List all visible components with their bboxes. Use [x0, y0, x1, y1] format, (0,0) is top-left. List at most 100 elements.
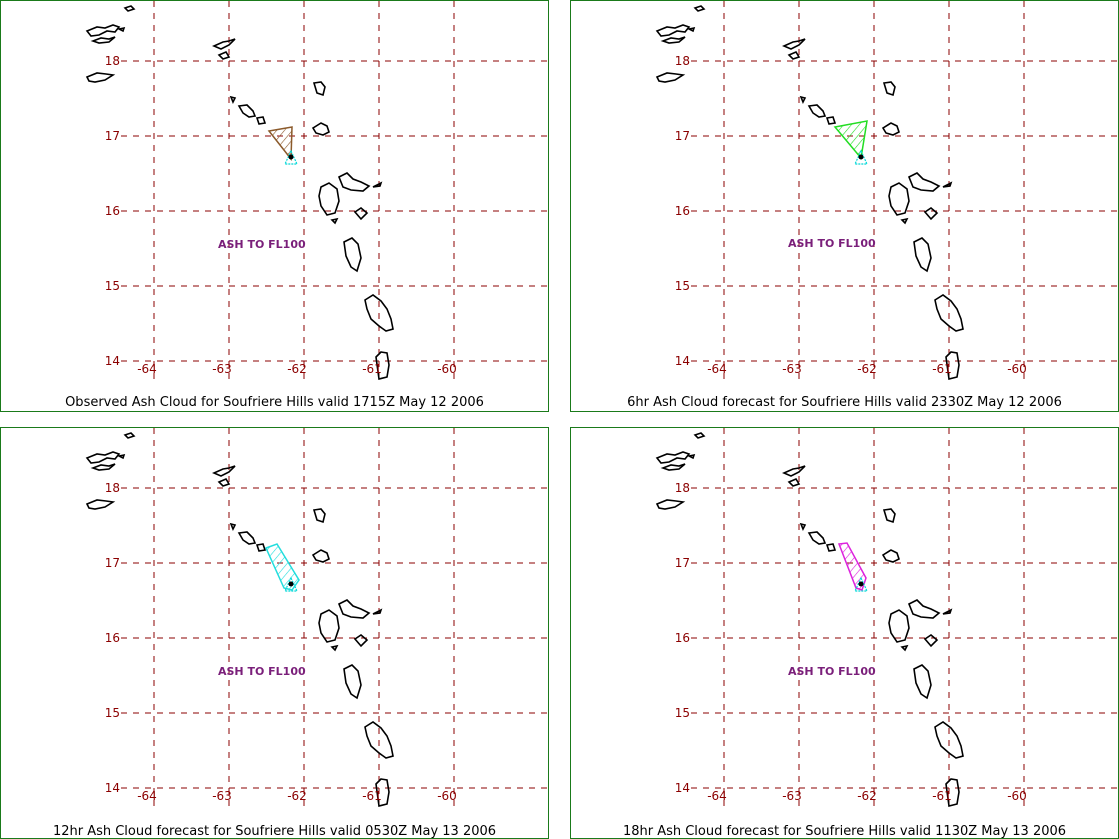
island-outline [237, 531, 257, 545]
latitude-tick-label: 17 [675, 129, 690, 143]
latitude-tick-label: 16 [105, 204, 120, 218]
longitude-tick-label: -60 [437, 789, 457, 803]
island-outline [660, 463, 686, 471]
latitude-tick-label: 18 [675, 481, 690, 495]
island-outline [123, 5, 136, 12]
panel-caption: 6hr Ash Cloud forecast for Soufriere Hil… [627, 395, 1062, 410]
panel-caption: 12hr Ash Cloud forecast for Soufriere Hi… [52, 824, 497, 839]
longitude-tick-label: -63 [782, 789, 802, 803]
island-outline [212, 38, 236, 50]
ash-cloud-polygon [833, 120, 868, 160]
island-outline [686, 26, 696, 33]
island-outline [318, 182, 340, 216]
ash-label: ASH TO FL100 [218, 665, 306, 678]
island-outline [123, 432, 136, 439]
longitude-tick-label: -64 [707, 789, 727, 803]
island-outline [900, 217, 909, 225]
longitude-tick-label: -62 [287, 789, 307, 803]
island-outline [934, 294, 964, 332]
island-outline [85, 24, 121, 37]
island-outline [318, 609, 340, 643]
latitude-tick-label: 18 [105, 481, 120, 495]
volcano-marker-icon [284, 149, 298, 165]
island-outline [923, 207, 939, 221]
island-outline [217, 477, 231, 487]
island-outline [945, 778, 960, 807]
island-outline [311, 122, 330, 136]
latitude-tick-label: 16 [675, 631, 690, 645]
latitude-tick-label: 15 [675, 706, 690, 720]
island-outline [900, 644, 909, 652]
longitude-tick-label: -61 [932, 789, 952, 803]
island-outline [90, 463, 116, 471]
island-outline [655, 499, 686, 510]
island-outline [807, 104, 827, 118]
island-outline [337, 172, 371, 192]
island-outline [330, 217, 339, 225]
island-outline [343, 237, 362, 273]
map-canvas: -64 -63 -62 -61 -60 18 17 16 15 14 [655, 1, 1118, 381]
map-canvas: -64 -63 -62 -61 -60 18 17 16 15 14 [85, 1, 548, 381]
map-panel-observed: -64 -63 -62 -61 -60 18 17 16 15 14 ASH TO FL100 O… [0, 0, 549, 412]
longitude-tick-label: -60 [1007, 789, 1027, 803]
island-outline [375, 778, 390, 807]
longitude-tick-label: -60 [1007, 362, 1027, 376]
volcano-vent-icon [288, 154, 294, 160]
island-outline [913, 237, 932, 273]
longitude-tick-label: -63 [782, 362, 802, 376]
longitude-tick-label: -63 [212, 362, 232, 376]
island-outline [85, 72, 116, 83]
longitude-tick-label: -61 [362, 362, 382, 376]
island-outline [888, 182, 910, 216]
volcano-marker-icon [284, 576, 298, 592]
ash-cloud-polygon [264, 543, 300, 591]
island-outline [942, 181, 953, 188]
island-outline [825, 116, 837, 125]
island-outline [942, 608, 953, 615]
island-outline [217, 50, 231, 60]
latitude-tick-label: 15 [675, 279, 690, 293]
ash-cloud-polygon [267, 126, 293, 162]
island-outline [353, 634, 369, 648]
latitude-tick-label: 16 [105, 631, 120, 645]
island-outline [353, 207, 369, 221]
longitude-tick-label: -62 [287, 362, 307, 376]
latitude-tick-label: 14 [675, 781, 690, 795]
island-outline [372, 181, 383, 188]
island-outline [372, 608, 383, 615]
volcano-marker-icon [854, 149, 868, 165]
latitude-tick-label: 18 [105, 54, 120, 68]
island-outline [311, 549, 330, 563]
island-outline [237, 104, 257, 118]
longitude-tick-label: -64 [707, 362, 727, 376]
island-outline [881, 549, 900, 563]
volcano-vent-icon [858, 154, 864, 160]
island-outline [882, 508, 896, 524]
island-outline [888, 609, 910, 643]
island-outline [782, 465, 806, 477]
island-outline [787, 477, 801, 487]
longitude-tick-label: -62 [857, 789, 877, 803]
longitude-tick-label: -62 [857, 362, 877, 376]
longitude-tick-label: -61 [362, 789, 382, 803]
island-outline [364, 294, 394, 332]
panel-caption: Observed Ash Cloud for Soufriere Hills v… [65, 395, 484, 410]
volcano-vent-icon [288, 581, 294, 587]
ash-label: ASH TO FL100 [788, 237, 876, 250]
ash-label: ASH TO FL100 [218, 238, 306, 251]
map-panel-6hr: -64 -63 -62 -61 -60 18 17 16 15 14 ASH TO FL100 6… [570, 0, 1119, 412]
island-outline [90, 36, 116, 44]
island-outline [934, 721, 964, 759]
island-outline [787, 50, 801, 60]
island-outline [799, 522, 807, 531]
island-outline [312, 508, 326, 524]
island-outline [229, 95, 237, 104]
latitude-tick-label: 17 [675, 556, 690, 570]
island-outline [116, 26, 126, 33]
latitude-tick-label: 18 [675, 54, 690, 68]
longitude-tick-label: -64 [137, 362, 157, 376]
latitude-tick-label: 17 [105, 556, 120, 570]
island-outline [655, 72, 686, 83]
island-outline [945, 351, 960, 380]
island-outline [807, 531, 827, 545]
